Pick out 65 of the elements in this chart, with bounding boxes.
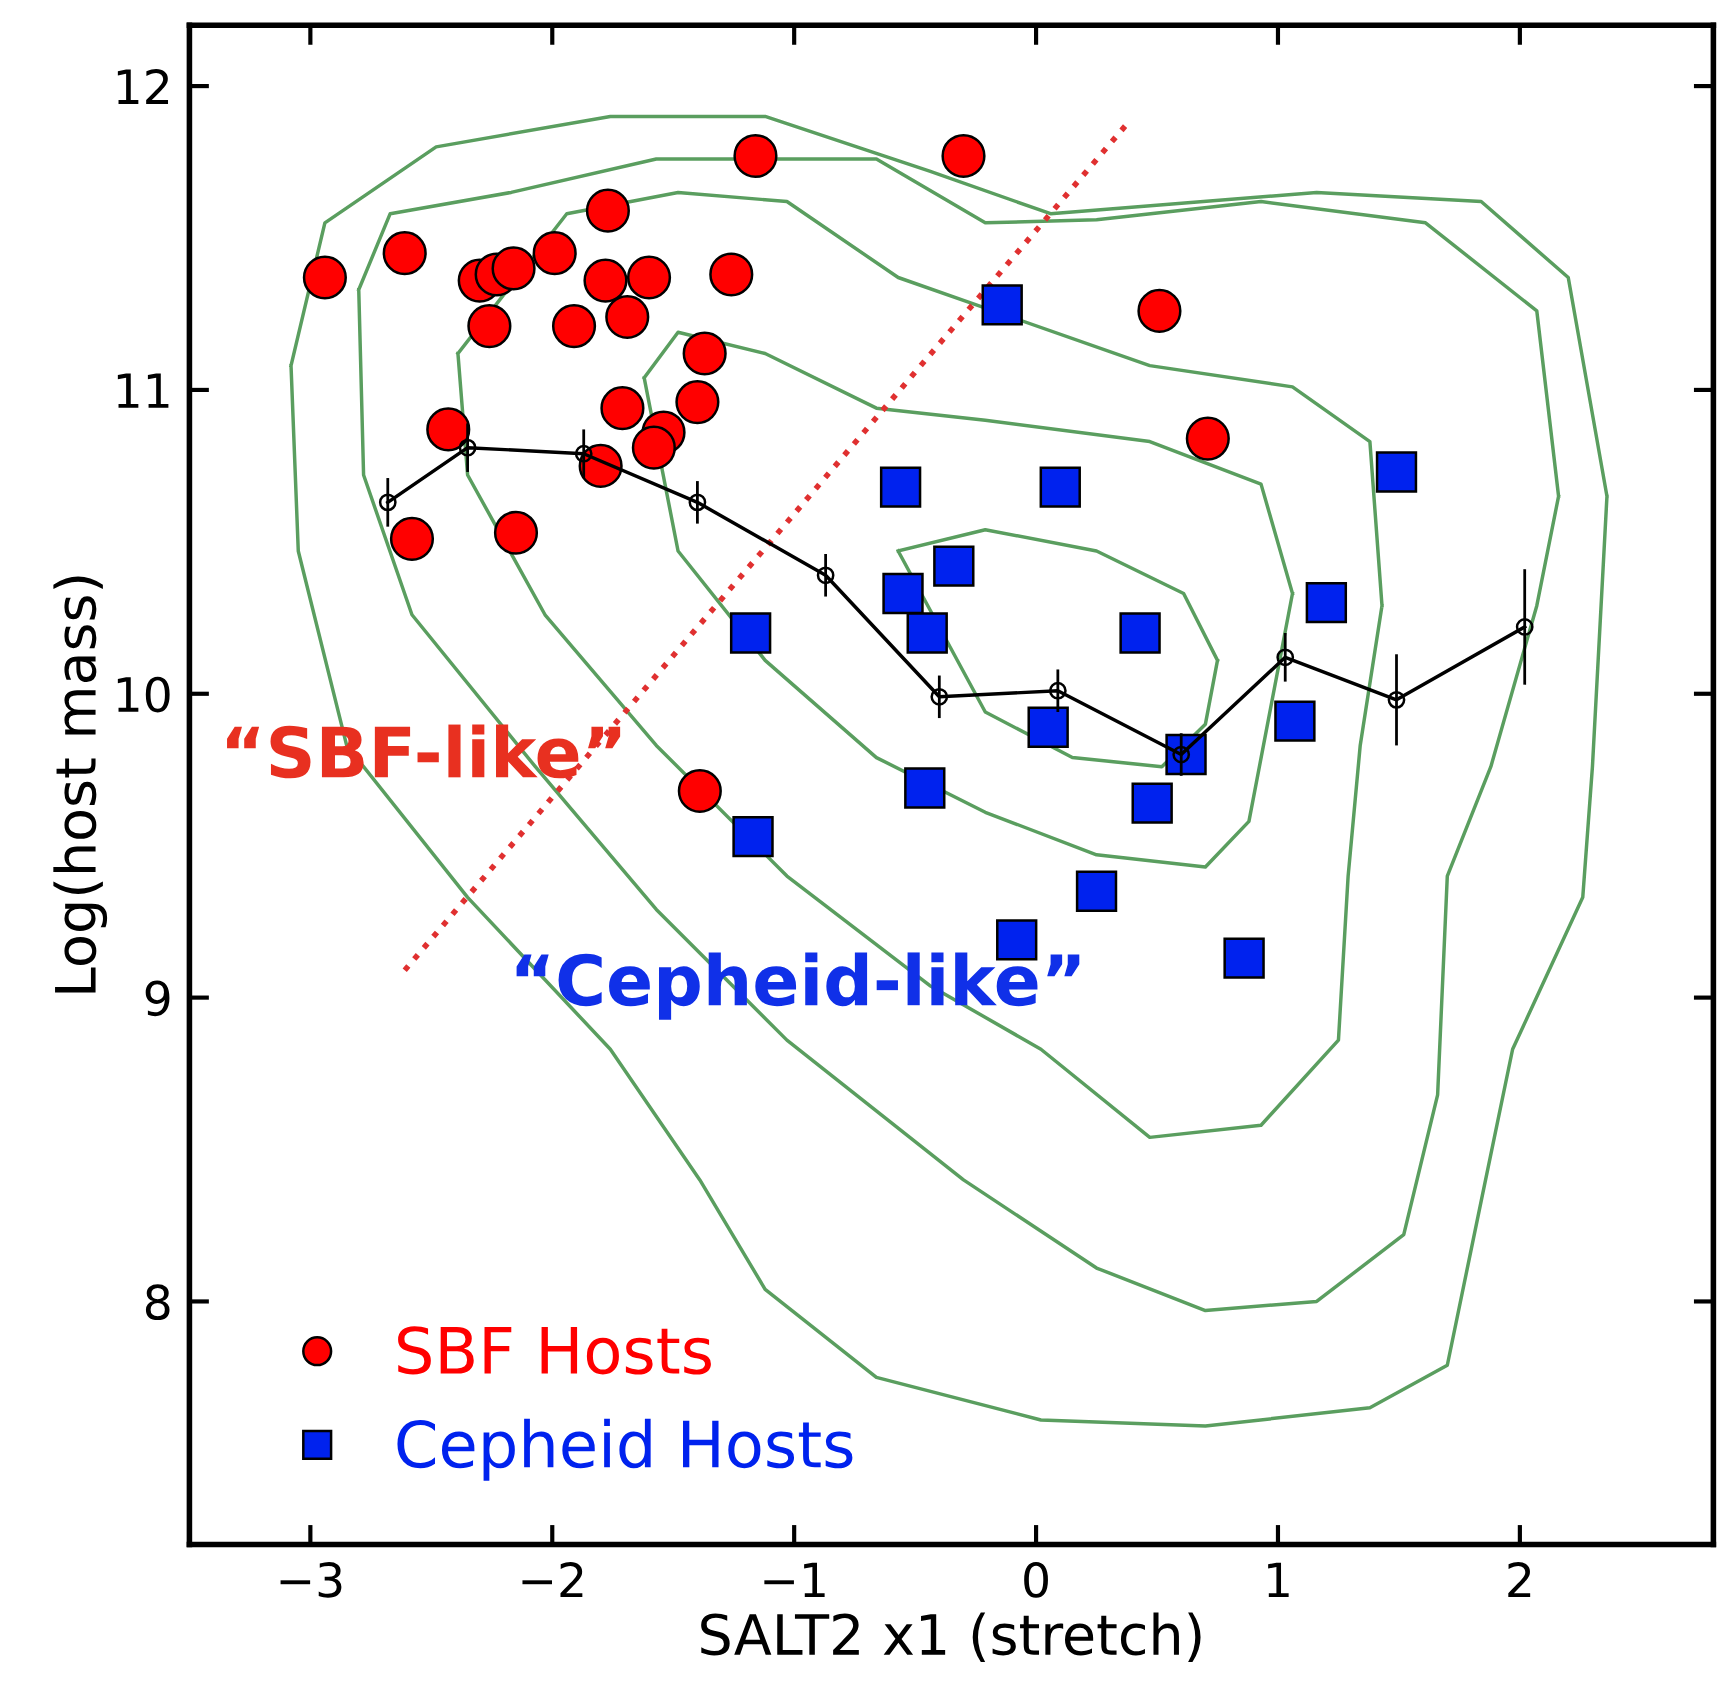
point (709, 252, 754, 297)
point (605, 294, 650, 340)
point (532, 231, 577, 276)
point (732, 815, 774, 858)
point (1027, 706, 1069, 748)
point (882, 572, 924, 615)
point (906, 612, 948, 654)
point (1039, 466, 1081, 508)
x-tick-label: −1 (764, 1562, 825, 1598)
point (682, 331, 727, 376)
point (1137, 288, 1182, 334)
point (631, 425, 676, 470)
point (302, 255, 347, 300)
point (930, 687, 949, 706)
x-tick-label: 2 (1508, 1562, 1531, 1598)
y-tick-label: 8 (145, 1284, 170, 1321)
point (816, 566, 835, 585)
point (551, 304, 597, 349)
point (1048, 681, 1067, 700)
y-axis-title: Log(host mass) (53, 576, 108, 993)
point (426, 407, 471, 452)
point (1276, 648, 1295, 667)
x-tick-label: −3 (280, 1562, 342, 1598)
point (1387, 690, 1406, 709)
point (626, 255, 672, 300)
legend-label: Cepheid Hosts (397, 1418, 853, 1481)
point (382, 231, 427, 276)
point (389, 516, 435, 561)
y-tick-label: 12 (117, 68, 169, 105)
x-axis-title: SALT2 x1 (stretch) (701, 1612, 1201, 1662)
point (467, 304, 512, 349)
point (1305, 581, 1348, 624)
point (491, 246, 536, 291)
y-tick-label: 11 (117, 373, 169, 408)
point (583, 258, 628, 303)
point (1375, 451, 1418, 493)
point (941, 133, 986, 179)
point (677, 768, 722, 814)
point (600, 386, 645, 431)
x-tick-label: 0 (1024, 1562, 1048, 1598)
y-tick-label: 10 (117, 676, 170, 713)
point (1515, 618, 1534, 636)
point (458, 438, 477, 457)
point (981, 284, 1023, 326)
y-tick-label: 9 (145, 980, 170, 1017)
point (574, 444, 593, 463)
point (1185, 416, 1230, 461)
legend-label: SBF Hosts (398, 1326, 711, 1375)
point (1075, 870, 1118, 912)
point (688, 493, 707, 512)
point (378, 493, 397, 512)
point (1131, 782, 1173, 824)
point (493, 510, 539, 555)
point (1223, 937, 1265, 979)
point (1274, 700, 1316, 742)
point (904, 767, 946, 809)
x-tick-label: −2 (522, 1562, 583, 1598)
point (733, 133, 778, 179)
point (729, 612, 772, 654)
point (1119, 612, 1161, 654)
point (585, 188, 630, 233)
point (675, 380, 720, 425)
x-tick-label: 1 (1268, 1562, 1289, 1598)
point (879, 466, 922, 508)
point (933, 545, 975, 587)
